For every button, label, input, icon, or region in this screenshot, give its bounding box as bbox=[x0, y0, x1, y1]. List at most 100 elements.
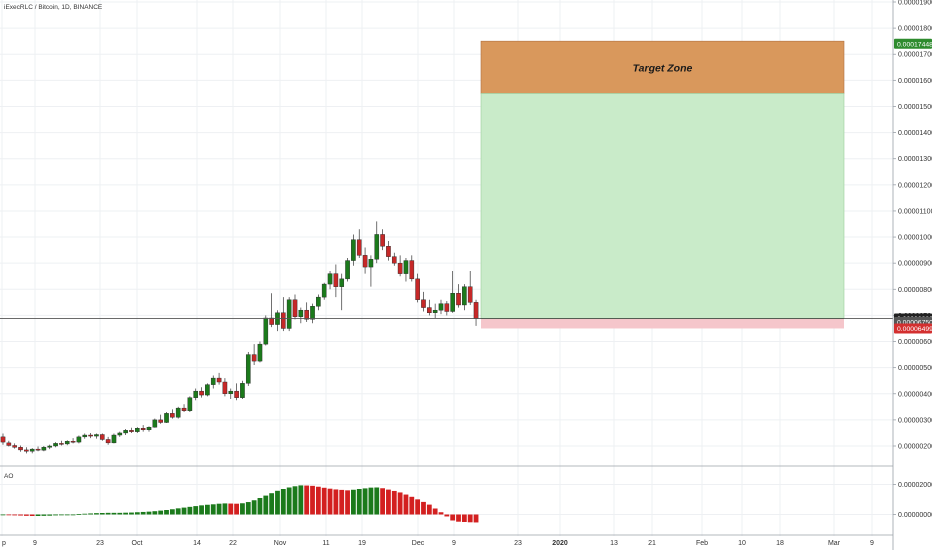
ao-bar bbox=[35, 514, 41, 516]
ao-bar bbox=[345, 490, 350, 515]
ao-bar bbox=[76, 514, 82, 515]
candle-body bbox=[158, 419, 163, 423]
candle-body bbox=[187, 397, 193, 411]
position-zones[interactable] bbox=[480, 40, 845, 329]
candle-body bbox=[228, 390, 234, 394]
ao-bar bbox=[216, 503, 222, 515]
candle-body bbox=[199, 390, 204, 396]
ao-bar bbox=[310, 485, 315, 515]
target-zone-label: Target Zone bbox=[633, 62, 693, 74]
ao-bar bbox=[315, 486, 321, 515]
ao-bar bbox=[292, 486, 298, 515]
x-tick-label: 23 bbox=[96, 540, 104, 547]
candle-body bbox=[170, 413, 175, 418]
ao-bar bbox=[146, 511, 152, 515]
ao-bar bbox=[41, 514, 47, 516]
ao-bar bbox=[333, 489, 339, 515]
candle-body bbox=[374, 234, 380, 260]
ao-bar bbox=[251, 500, 257, 515]
ao-bar bbox=[444, 514, 450, 517]
ao-bar bbox=[82, 513, 88, 515]
candle-body bbox=[82, 434, 88, 438]
price-badge-label: 0.00006499 bbox=[897, 326, 932, 333]
ao-bar bbox=[380, 488, 385, 515]
candle-body bbox=[304, 309, 309, 320]
candle-body bbox=[421, 299, 426, 308]
candle-body bbox=[59, 443, 64, 445]
candle-body bbox=[345, 260, 350, 280]
ao-bar bbox=[438, 512, 444, 515]
candle-body bbox=[351, 239, 356, 261]
ao-bar bbox=[257, 498, 263, 515]
candle-body bbox=[251, 354, 257, 362]
ao-bar bbox=[18, 514, 23, 516]
candle-body bbox=[193, 390, 199, 398]
x-tick-label: Oct bbox=[132, 540, 143, 547]
x-tick-label: 21 bbox=[648, 540, 656, 547]
candle-body bbox=[473, 302, 479, 319]
price-badge bbox=[894, 38, 932, 49]
ao-bar bbox=[94, 513, 99, 515]
ao-bar bbox=[263, 495, 269, 515]
ao-bar bbox=[134, 512, 140, 515]
candle-body bbox=[444, 303, 450, 312]
x-tick-label: 9 bbox=[33, 540, 37, 547]
ao-bar bbox=[415, 499, 421, 515]
ao-bar bbox=[432, 508, 438, 515]
candle-body bbox=[333, 273, 339, 287]
ao-bar bbox=[467, 514, 473, 523]
y-tick-label: 0.00000300 bbox=[898, 417, 932, 424]
candle-body bbox=[391, 256, 397, 264]
candle-body bbox=[24, 449, 29, 452]
candle-body bbox=[99, 434, 105, 440]
candle-body bbox=[432, 309, 438, 313]
ao-bar bbox=[228, 503, 234, 515]
ao-bar bbox=[286, 487, 292, 515]
ao-bar bbox=[140, 511, 146, 515]
ao-bar bbox=[187, 506, 193, 515]
candle-body bbox=[140, 428, 146, 431]
candle-body bbox=[210, 377, 216, 385]
ao-bar bbox=[473, 514, 479, 523]
x-tick-label: 18 bbox=[776, 540, 784, 547]
ao-bar bbox=[450, 514, 456, 521]
candle-body bbox=[216, 377, 222, 383]
candle-body bbox=[386, 245, 391, 257]
candle-body bbox=[286, 299, 292, 329]
candle-body bbox=[245, 354, 251, 384]
ao-bar bbox=[175, 508, 181, 515]
candle-body bbox=[427, 307, 432, 314]
ao-bar bbox=[117, 512, 123, 515]
ao-bar bbox=[158, 510, 164, 515]
ao-bar bbox=[298, 485, 304, 515]
x-tick-label: 10 bbox=[738, 540, 746, 547]
ao-bar bbox=[210, 504, 216, 515]
ao-tick-label: 0.00002000 bbox=[898, 482, 932, 489]
ao-bar bbox=[29, 514, 35, 516]
x-tick-label: p bbox=[2, 540, 6, 547]
ao-bar bbox=[0, 514, 6, 516]
ao-bar bbox=[12, 514, 18, 516]
candle-body bbox=[205, 384, 210, 396]
ao-bar bbox=[397, 492, 403, 515]
candle-body bbox=[18, 447, 23, 451]
ao-bar bbox=[181, 507, 187, 515]
price-badge bbox=[894, 323, 932, 334]
stop-zone-box bbox=[481, 318, 844, 329]
ao-bar bbox=[222, 503, 228, 515]
y-tick-label: 0.00000400 bbox=[898, 391, 932, 398]
ao-bar bbox=[99, 513, 105, 515]
candle-body bbox=[321, 283, 327, 298]
ao-bar bbox=[374, 487, 380, 515]
candle-body bbox=[135, 428, 140, 432]
ao-bar bbox=[456, 514, 461, 522]
ao-bar bbox=[234, 503, 239, 515]
ao-bar bbox=[461, 514, 467, 522]
x-tick-label: 2020 bbox=[552, 540, 568, 547]
candle-body bbox=[456, 293, 461, 306]
ao-bar bbox=[421, 501, 426, 515]
y-tick-label: 0.00000500 bbox=[898, 365, 932, 372]
candle-body bbox=[240, 383, 245, 398]
